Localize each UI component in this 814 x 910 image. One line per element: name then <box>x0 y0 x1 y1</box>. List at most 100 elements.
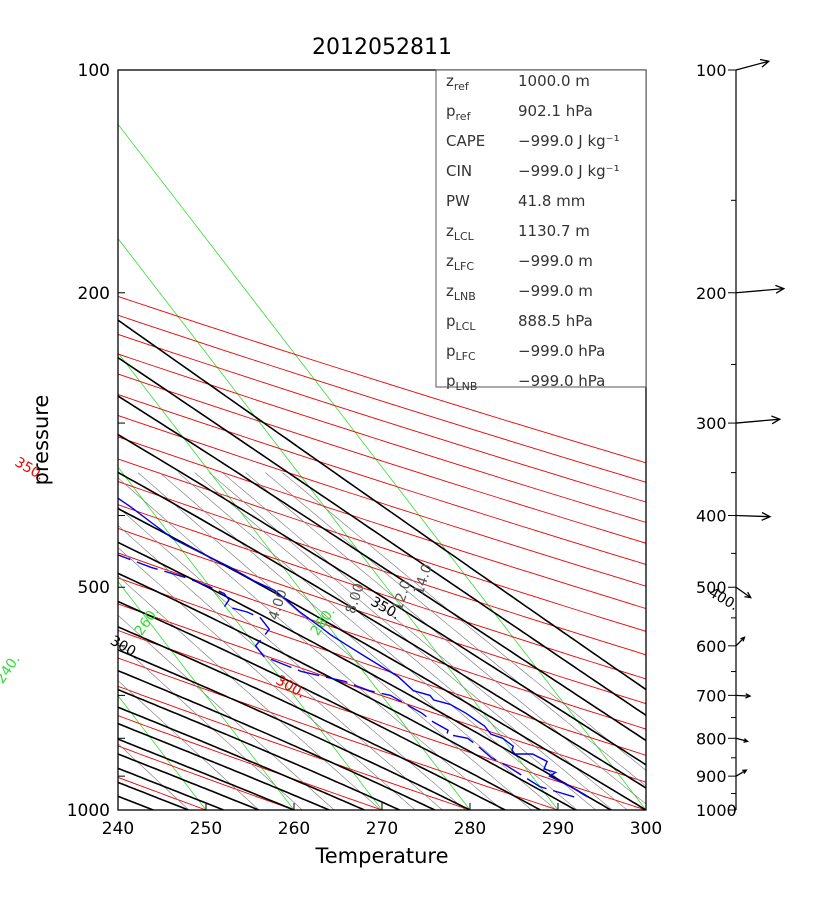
isotherm-line <box>118 580 295 810</box>
wind-level-label: 900 <box>696 767 727 786</box>
dry-adiabat-line <box>118 629 646 810</box>
info-row-value: −999.0 hPa <box>518 342 605 360</box>
mixing-ratio-label: 12.0 <box>390 578 415 613</box>
info-row: zLFC <box>446 252 479 273</box>
moist-adiabat-line <box>118 356 646 717</box>
moist-adiabat-line <box>118 753 260 810</box>
isotherm-label: 240. <box>0 652 24 687</box>
mixing-ratio-label: 14.0 <box>411 562 436 597</box>
wind-arrow <box>735 287 784 294</box>
info-row: CAPE <box>446 132 485 150</box>
info-row: zLCL <box>446 222 479 243</box>
sounding-series <box>118 497 588 798</box>
info-row-value: 902.1 hPa <box>518 102 593 120</box>
moist-adiabat-line <box>118 795 154 810</box>
y-tick-label: 100 <box>78 61 110 81</box>
mixing-ratio-line <box>118 547 416 810</box>
mixing-ratio-line <box>118 743 190 810</box>
info-box-frame <box>435 69 647 388</box>
mixing-ratio-label: 8.00 <box>343 581 368 616</box>
x-tick-label: 280 <box>454 819 486 839</box>
wind-arrow <box>735 418 780 424</box>
sounding-info-box: zref 1000.0 m pref 902.1 hPa CAPE −999.0 J … <box>435 69 647 393</box>
dry-adiabat-line <box>118 577 646 756</box>
moist-adiabat-line <box>118 809 119 810</box>
info-row: pLNB <box>446 372 482 393</box>
wind-arrow-head <box>742 769 748 774</box>
dry-adiabat-line <box>118 415 646 587</box>
moist-adiabat-line <box>118 738 295 810</box>
info-row: pref <box>446 102 475 123</box>
dry-adiabat-line <box>118 373 646 544</box>
isotherm-line <box>118 123 646 810</box>
moist-adiabat-line <box>118 319 646 691</box>
y-tick-label: 200 <box>78 284 110 304</box>
info-row-value: −999.0 J kg⁻¹ <box>518 162 620 180</box>
info-row-value: 888.5 hPa <box>518 312 593 330</box>
y-tick-label: 500 <box>78 578 110 598</box>
moist-adiabat-line <box>118 722 330 810</box>
wind-arrow-head <box>775 284 786 294</box>
dry-adiabat-line <box>118 527 646 705</box>
mixing-ratio-line <box>245 472 646 805</box>
wind-level-label: 400 <box>696 507 727 526</box>
wind-arrow-head <box>761 511 772 521</box>
moist-adiabat-line <box>118 471 646 789</box>
moist-adiabat-line <box>118 507 646 810</box>
dry-adiabat-lines <box>118 295 646 810</box>
wind-profile: 100 200 300 400 500 600 700 800 900 1000 <box>696 58 786 820</box>
mixing-ratio-line <box>118 642 303 810</box>
dry-adiabat-line <box>118 333 646 503</box>
moist-adiabat-line <box>118 706 365 810</box>
mixing-ratio-label: 4.00 <box>266 587 291 622</box>
x-tick-label: 300 <box>630 819 662 839</box>
moist-adiabat-line <box>118 626 506 810</box>
info-row-value: 41.8 mm <box>518 192 585 210</box>
isotherm-line <box>118 809 119 810</box>
wind-level-label: 600 <box>696 637 727 656</box>
wind-level-label: 500 <box>696 578 727 597</box>
mixing-ratio-line <box>178 472 578 810</box>
temperature-profile <box>118 497 588 798</box>
y-axis: 100 200 500 1000 <box>67 61 125 821</box>
wind-arrow <box>735 60 769 71</box>
mixing-ratio-line <box>194 472 596 810</box>
y-tick-label: 1000 <box>67 801 110 821</box>
info-row-value: −999.0 J kg⁻¹ <box>518 132 620 150</box>
dry-adiabat-line <box>118 394 646 565</box>
x-axis-label: Temperature <box>314 844 448 868</box>
info-row: CIN <box>446 162 472 180</box>
info-row-value: −999.0 m <box>518 252 593 270</box>
dry-adiabat-line <box>118 715 383 810</box>
wind-level-label: 700 <box>696 686 727 705</box>
x-tick-label: 290 <box>542 819 574 839</box>
info-row: zref <box>446 72 474 93</box>
dry-adiabat-line <box>118 436 646 610</box>
mixing-ratio-line <box>118 575 381 810</box>
x-tick-label: 240 <box>102 819 134 839</box>
mixing-ratio-line <box>222 472 628 810</box>
info-row-value: 1130.7 m <box>518 222 590 240</box>
x-tick-label: 270 <box>366 819 398 839</box>
dry-adiabat-line <box>118 481 646 656</box>
wind-arrow <box>735 737 748 743</box>
moist-adiabat-line <box>118 541 612 810</box>
y-axis-label: pressure <box>29 395 53 486</box>
moist-adiabat-line <box>118 688 400 810</box>
x-axis: 240 250 260 270 280 290 300 <box>102 803 662 839</box>
wind-arrow <box>735 769 747 777</box>
mixing-ratio-line <box>118 477 503 810</box>
wind-arrow <box>735 586 752 599</box>
mixing-ratio-line <box>118 525 443 810</box>
info-row: PW <box>446 192 470 210</box>
dry-adiabat-line <box>118 809 119 810</box>
isotherm-line <box>0 70 30 810</box>
moist-adiabat-line <box>118 395 646 742</box>
mixing-ratio-line <box>118 680 260 810</box>
dewpoint-profile <box>118 554 575 798</box>
wind-level-label: 1000 <box>696 801 737 820</box>
moist-adiabat-line <box>118 669 436 810</box>
dry-adiabat-line <box>118 314 646 483</box>
info-row: zLNB <box>446 282 481 303</box>
